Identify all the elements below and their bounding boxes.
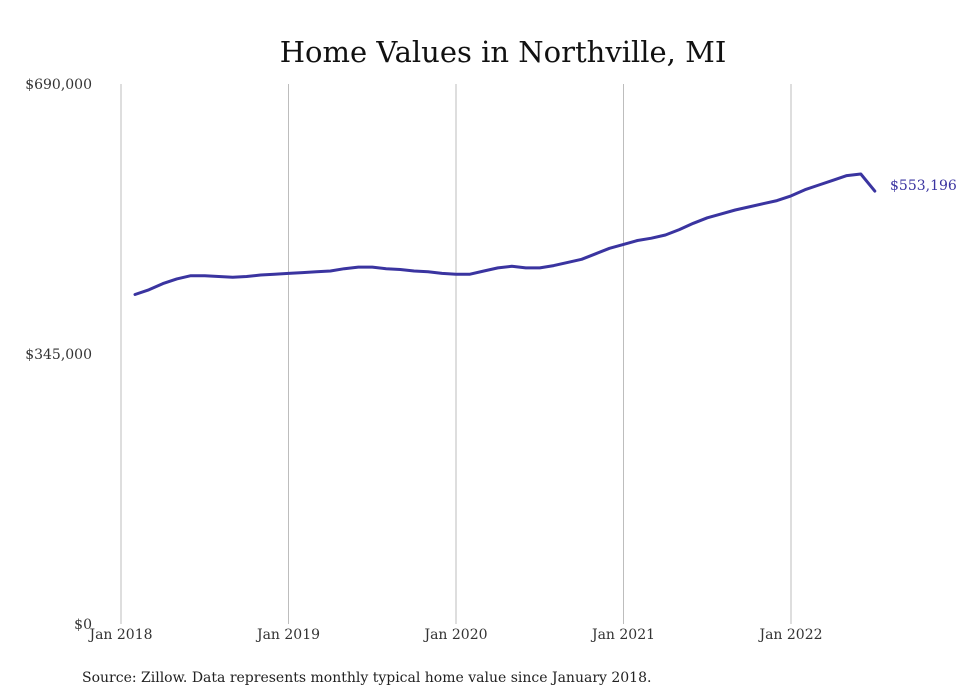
- chart-title: Home Values in Northville, MI: [280, 35, 727, 69]
- series-line-0: [133, 172, 877, 296]
- y-tick-label: $0: [74, 617, 92, 633]
- source-note: Source: Zillow. Data represents monthly …: [82, 670, 651, 686]
- x-tick-label: Jan 2020: [422, 627, 487, 643]
- y-tick-label: $345,000: [25, 347, 92, 363]
- x-axis-ticks: Jan 2018 Jan 2019 Jan 2020 Jan 2021 Jan 2022: [87, 627, 822, 643]
- x-tick-label: Jan 2022: [757, 627, 822, 643]
- series-layer: [133, 172, 877, 296]
- x-tick-label: Jan 2018: [87, 627, 152, 643]
- last-value-label: $553,196: [890, 178, 957, 194]
- x-tick-label: Jan 2019: [255, 627, 320, 643]
- grid-lines: [120, 84, 792, 624]
- x-tick-label: Jan 2021: [590, 627, 655, 643]
- y-axis-ticks: $0 $345,000 $690,000: [25, 77, 92, 633]
- y-tick-label: $690,000: [25, 77, 92, 93]
